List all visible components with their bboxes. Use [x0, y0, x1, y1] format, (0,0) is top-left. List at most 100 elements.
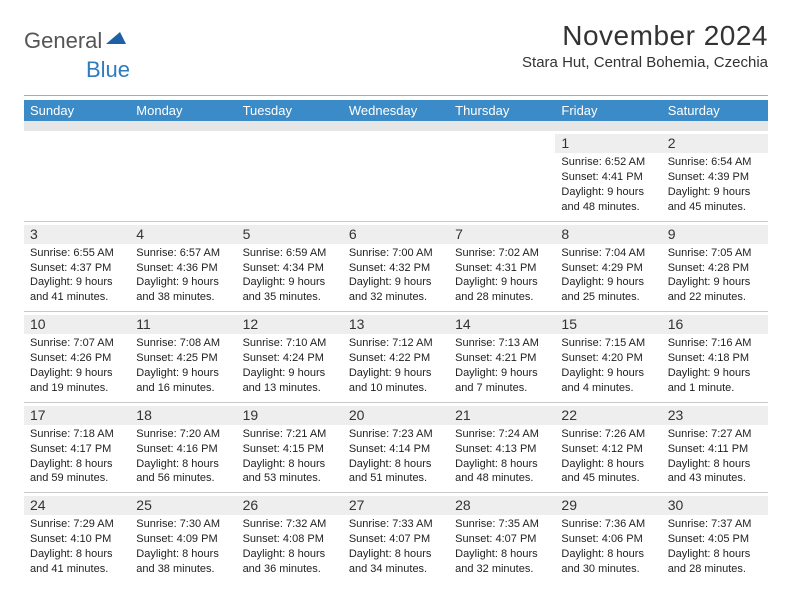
calendar-day: 11 Sunrise: 7:08 AMSunset: 4:25 PMDayligh…	[130, 312, 236, 402]
calendar-day	[24, 131, 130, 221]
calendar-day: 20Sunrise: 7:23 AMSunset: 4:14 PMDayligh…	[343, 403, 449, 493]
calendar-day: 24 Sunrise: 7:29 AMSunset: 4:10 PMDayligh…	[24, 493, 130, 583]
day-details: Sunrise: 6:54 AMSunset: 4:39 PMDaylight:…	[668, 155, 762, 214]
logo-part2: Blue	[86, 57, 130, 82]
weekday-header: Wednesday	[343, 100, 449, 121]
calendar-week: 24 Sunrise: 7:29 AMSunset: 4:10 PMDayligh…	[24, 492, 768, 583]
page-title: November 2024	[522, 20, 768, 52]
day-number: 13	[343, 315, 449, 334]
calendar-day: 5 Sunrise: 6:59 AMSunset: 4:34 PMDaylight…	[237, 222, 343, 312]
day-number: 28	[449, 496, 555, 515]
day-number: 15	[555, 315, 661, 334]
day-details: Sunrise: 7:36 AMSunset: 4:06 PMDaylight:…	[561, 517, 655, 576]
day-details: Sunrise: 7:04 AMSunset: 4:29 PMDaylight:…	[561, 246, 655, 305]
calendar-day	[237, 131, 343, 221]
calendar-day: 12 Sunrise: 7:10 AMSunset: 4:24 PMDayligh…	[237, 312, 343, 402]
day-number: 18	[130, 406, 236, 425]
day-details: Sunrise: 6:59 AMSunset: 4:34 PMDaylight:…	[243, 246, 337, 305]
day-details: Sunrise: 7:27 AMSunset: 4:11 PMDaylight:…	[668, 427, 762, 486]
calendar-day: 26 Sunrise: 7:32 AMSunset: 4:08 PMDayligh…	[237, 493, 343, 583]
weekday-header: Monday	[130, 100, 236, 121]
day-number: 4	[130, 225, 236, 244]
calendar-day: 2Sunrise: 6:54 AMSunset: 4:39 PMDaylight…	[662, 131, 768, 221]
day-number: 6	[343, 225, 449, 244]
calendar-day: 27 Sunrise: 7:33 AMSunset: 4:07 PMDayligh…	[343, 493, 449, 583]
location-label: Stara Hut, Central Bohemia, Czechia	[522, 54, 768, 71]
calendar-week: 17Sunrise: 7:18 AMSunset: 4:17 PMDayligh…	[24, 402, 768, 493]
gray-band	[24, 121, 768, 131]
calendar-day: 13 Sunrise: 7:12 AMSunset: 4:22 PMDayligh…	[343, 312, 449, 402]
day-number: 14	[449, 315, 555, 334]
day-number: 7	[449, 225, 555, 244]
day-details: Sunrise: 7:10 AMSunset: 4:24 PMDaylight:…	[243, 336, 337, 395]
weekday-header: Friday	[555, 100, 661, 121]
day-number: 20	[343, 406, 449, 425]
day-details: Sunrise: 7:05 AMSunset: 4:28 PMDaylight:…	[668, 246, 762, 305]
calendar-day: 18 Sunrise: 7:20 AMSunset: 4:16 PMDayligh…	[130, 403, 236, 493]
day-number: 26	[237, 496, 343, 515]
calendar-day	[130, 131, 236, 221]
day-number: 12	[237, 315, 343, 334]
day-details: Sunrise: 7:24 AMSunset: 4:13 PMDaylight:…	[455, 427, 549, 486]
calendar-week: 3 Sunrise: 6:55 AMSunset: 4:37 PMDaylight…	[24, 221, 768, 312]
day-details: Sunrise: 7:13 AMSunset: 4:21 PMDaylight:…	[455, 336, 549, 395]
logo-part1: General	[24, 28, 102, 54]
day-number: 27	[343, 496, 449, 515]
divider	[24, 95, 768, 96]
day-details: Sunrise: 7:37 AMSunset: 4:05 PMDaylight:…	[668, 517, 762, 576]
day-details: Sunrise: 7:33 AMSunset: 4:07 PMDaylight:…	[349, 517, 443, 576]
calendar: SundayMondayTuesdayWednesdayThursdayFrid…	[24, 100, 768, 583]
day-number: 23	[662, 406, 768, 425]
day-details: Sunrise: 7:02 AMSunset: 4:31 PMDaylight:…	[455, 246, 549, 305]
weekday-header: Thursday	[449, 100, 555, 121]
calendar-day: 25 Sunrise: 7:30 AMSunset: 4:09 PMDayligh…	[130, 493, 236, 583]
day-details: Sunrise: 7:26 AMSunset: 4:12 PMDaylight:…	[561, 427, 655, 486]
calendar-day: 30 Sunrise: 7:37 AMSunset: 4:05 PMDayligh…	[662, 493, 768, 583]
day-number: 10	[24, 315, 130, 334]
day-details: Sunrise: 7:30 AMSunset: 4:09 PMDaylight:…	[136, 517, 230, 576]
day-number: 24	[24, 496, 130, 515]
day-details: Sunrise: 7:35 AMSunset: 4:07 PMDaylight:…	[455, 517, 549, 576]
logo: General	[24, 28, 126, 54]
calendar-day: 1Sunrise: 6:52 AMSunset: 4:41 PMDaylight…	[555, 131, 661, 221]
weekday-header: Saturday	[662, 100, 768, 121]
calendar-week: 10 Sunrise: 7:07 AMSunset: 4:26 PMDayligh…	[24, 311, 768, 402]
calendar-day: 19Sunrise: 7:21 AMSunset: 4:15 PMDayligh…	[237, 403, 343, 493]
day-details: Sunrise: 6:55 AMSunset: 4:37 PMDaylight:…	[30, 246, 124, 305]
calendar-day: 16 Sunrise: 7:16 AMSunset: 4:18 PMDayligh…	[662, 312, 768, 402]
day-number: 16	[662, 315, 768, 334]
weekday-header: Tuesday	[237, 100, 343, 121]
day-number: 30	[662, 496, 768, 515]
day-number: 8	[555, 225, 661, 244]
calendar-day: 8 Sunrise: 7:04 AMSunset: 4:29 PMDaylight…	[555, 222, 661, 312]
day-details: Sunrise: 7:32 AMSunset: 4:08 PMDaylight:…	[243, 517, 337, 576]
header: General November 2024 Stara Hut, Central…	[24, 20, 768, 77]
day-number: 5	[237, 225, 343, 244]
day-number: 11	[130, 315, 236, 334]
day-details: Sunrise: 7:12 AMSunset: 4:22 PMDaylight:…	[349, 336, 443, 395]
day-details: Sunrise: 7:16 AMSunset: 4:18 PMDaylight:…	[668, 336, 762, 395]
day-number: 17	[24, 406, 130, 425]
day-details: Sunrise: 6:57 AMSunset: 4:36 PMDaylight:…	[136, 246, 230, 305]
calendar-day: 23 Sunrise: 7:27 AMSunset: 4:11 PMDayligh…	[662, 403, 768, 493]
calendar-day: 14 Sunrise: 7:13 AMSunset: 4:21 PMDayligh…	[449, 312, 555, 402]
calendar-day: 9Sunrise: 7:05 AMSunset: 4:28 PMDaylight…	[662, 222, 768, 312]
calendar-day	[449, 131, 555, 221]
calendar-day: 21 Sunrise: 7:24 AMSunset: 4:13 PMDayligh…	[449, 403, 555, 493]
calendar-day: 15Sunrise: 7:15 AMSunset: 4:20 PMDayligh…	[555, 312, 661, 402]
day-number: 25	[130, 496, 236, 515]
day-details: Sunrise: 7:07 AMSunset: 4:26 PMDaylight:…	[30, 336, 124, 395]
day-details: Sunrise: 7:29 AMSunset: 4:10 PMDaylight:…	[30, 517, 124, 576]
day-details: Sunrise: 7:20 AMSunset: 4:16 PMDaylight:…	[136, 427, 230, 486]
calendar-day: 22 Sunrise: 7:26 AMSunset: 4:12 PMDayligh…	[555, 403, 661, 493]
day-number: 21	[449, 406, 555, 425]
day-details: Sunrise: 7:08 AMSunset: 4:25 PMDaylight:…	[136, 336, 230, 395]
day-details: Sunrise: 6:52 AMSunset: 4:41 PMDaylight:…	[561, 155, 655, 214]
day-number: 3	[24, 225, 130, 244]
calendar-day	[343, 131, 449, 221]
calendar-day: 17Sunrise: 7:18 AMSunset: 4:17 PMDayligh…	[24, 403, 130, 493]
calendar-day: 4 Sunrise: 6:57 AMSunset: 4:36 PMDaylight…	[130, 222, 236, 312]
calendar-day: 29Sunrise: 7:36 AMSunset: 4:06 PMDayligh…	[555, 493, 661, 583]
calendar-day: 6Sunrise: 7:00 AMSunset: 4:32 PMDaylight…	[343, 222, 449, 312]
day-number: 22	[555, 406, 661, 425]
